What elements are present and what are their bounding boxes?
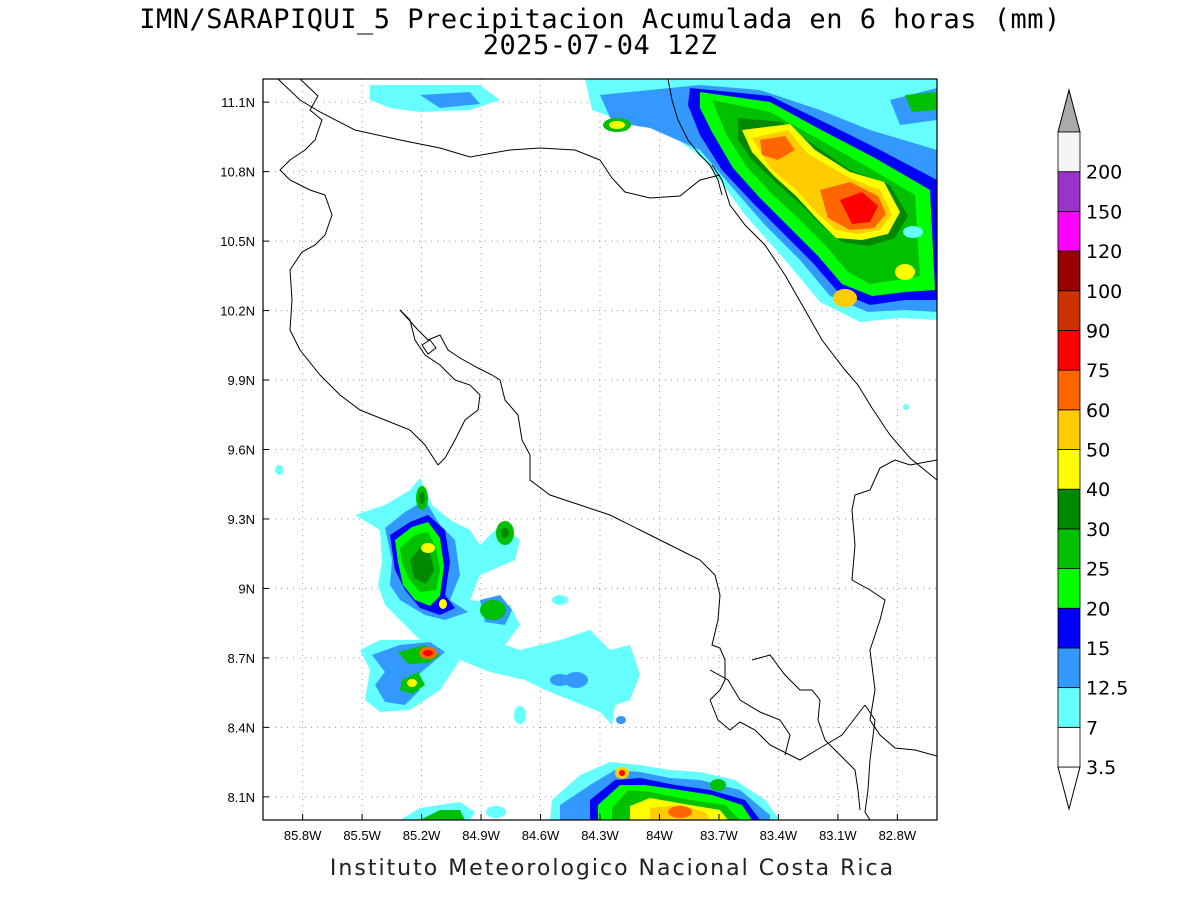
island-chira: [421, 339, 437, 355]
colorbar-swatch: [1057, 330, 1081, 371]
colorbar-level-label: 3.5: [1086, 757, 1116, 779]
colorbar-level-label: 30: [1086, 519, 1110, 541]
lat-tick-label: 8.1N: [228, 790, 255, 805]
coastline-borders: [277, 79, 937, 820]
osa-peninsula: [709, 669, 791, 756]
lon-tick-label: 82.8W: [879, 828, 917, 843]
colorbar-swatch: [1057, 171, 1081, 212]
lat-tick-label: 11.1N: [221, 95, 255, 110]
lon-tick-label: 83.7W: [700, 828, 738, 843]
nicaragua-costa-rica-border: [277, 79, 721, 199]
colorbar-level-label: 60: [1086, 400, 1110, 422]
nicaragua-coast: [667, 79, 723, 196]
golfo-dulce: [751, 654, 861, 811]
colorbar-level-label: 50: [1086, 440, 1110, 462]
map-title: IMN/SARAPIQUI_5 Precipitacion Acumulada …: [139, 4, 1061, 35]
colorbar-swatch: [1057, 449, 1081, 490]
colorbar-level-label: 100: [1086, 281, 1122, 303]
colorbar-level-label: 7: [1086, 717, 1098, 739]
colorbar-swatch: [1057, 528, 1081, 569]
colorbar-level-label: 40: [1086, 479, 1110, 501]
colorbar-level-label: 25: [1086, 559, 1110, 581]
colorbar-swatch: [1057, 290, 1081, 331]
colorbar-level-label: 90: [1086, 320, 1110, 342]
pacific-coast-south: [709, 699, 866, 761]
colorbar-over-triangle: [1057, 88, 1081, 133]
lat-tick-label: 9.6N: [228, 443, 255, 458]
lat-tick-label: 10.5N: [220, 234, 255, 249]
colorbar-swatch: [1057, 568, 1081, 609]
map-valid-time: 2025-07-04 12Z: [482, 30, 718, 61]
colorbar-level-label: 75: [1086, 360, 1110, 382]
colorbar-swatch: [1057, 647, 1081, 689]
lat-tick-label: 9.3N: [228, 512, 255, 527]
colorbar-level-label: 15: [1086, 638, 1110, 660]
footer-credit: Instituto Meteorologico Nacional Costa R…: [329, 856, 896, 881]
caribbean-coast: [711, 164, 937, 481]
precip-cell-southwest: [275, 465, 640, 725]
lon-tick-label: 85.8W: [284, 828, 322, 843]
colorbar-swatch: [1057, 131, 1081, 173]
pacific-coast-north: [279, 79, 439, 466]
colorbar-swatch: [1057, 250, 1081, 292]
colorbar-level-label: 200: [1086, 162, 1122, 184]
colorbar-under-triangle: [1057, 766, 1081, 811]
colorbar-swatch: [1057, 607, 1081, 649]
lon-tick-label: 84.3W: [581, 828, 619, 843]
latitude-tick-labels: 11.1N 10.8N 10.5N 10.2N 9.9N 9.6N 9.3N 9N 8.7N 8.…: [220, 95, 269, 805]
lon-tick-label: 85.2W: [403, 828, 441, 843]
colorbar-legend: 3.5 7 12.5 15 20 25 30 40 50 60 75 90 100 120 150 200: [1057, 88, 1128, 811]
colorbar-level-label: 120: [1086, 241, 1122, 263]
colorbar-swatch: [1057, 726, 1081, 768]
precip-field: [275, 79, 937, 820]
colorbar-swatch: [1057, 369, 1081, 411]
nicoya-inner: [399, 309, 726, 701]
colorbar-level-label: 12.5: [1086, 678, 1128, 700]
lat-tick-label: 8.4N: [228, 720, 255, 735]
longitude-tick-labels: 85.8W 85.5W 85.2W 84.9W 84.6W 84.3W 84W 83.7W 83…: [284, 814, 917, 843]
colorbar-swatch: [1057, 488, 1081, 530]
precip-cell-south: [400, 762, 780, 820]
lon-tick-label: 84.9W: [462, 828, 500, 843]
lat-tick-label: 9.9N: [228, 373, 255, 388]
lon-tick-label: 83.1W: [819, 828, 857, 843]
lon-tick-label: 84.6W: [522, 828, 560, 843]
colorbar-level-label: 20: [1086, 598, 1110, 620]
panama-south-coast: [864, 704, 876, 820]
nicoya-gulf: [399, 309, 481, 466]
lon-tick-label: 85.5W: [343, 828, 381, 843]
panama-border: [851, 459, 937, 757]
colorbar-swatch: [1057, 687, 1081, 728]
lon-tick-label: 83.4W: [760, 828, 798, 843]
colorbar-swatch: [1057, 409, 1081, 450]
lat-tick-label: 10.2N: [220, 304, 255, 319]
precip-cell-northeast: [370, 79, 937, 410]
colorbar-swatch: [1057, 210, 1081, 252]
lat-tick-label: 9N: [238, 581, 255, 596]
lon-tick-label: 84W: [646, 828, 673, 843]
lat-tick-label: 8.7N: [228, 651, 255, 666]
colorbar-level-label: 150: [1086, 201, 1122, 223]
lat-tick-label: 10.8N: [220, 165, 255, 180]
